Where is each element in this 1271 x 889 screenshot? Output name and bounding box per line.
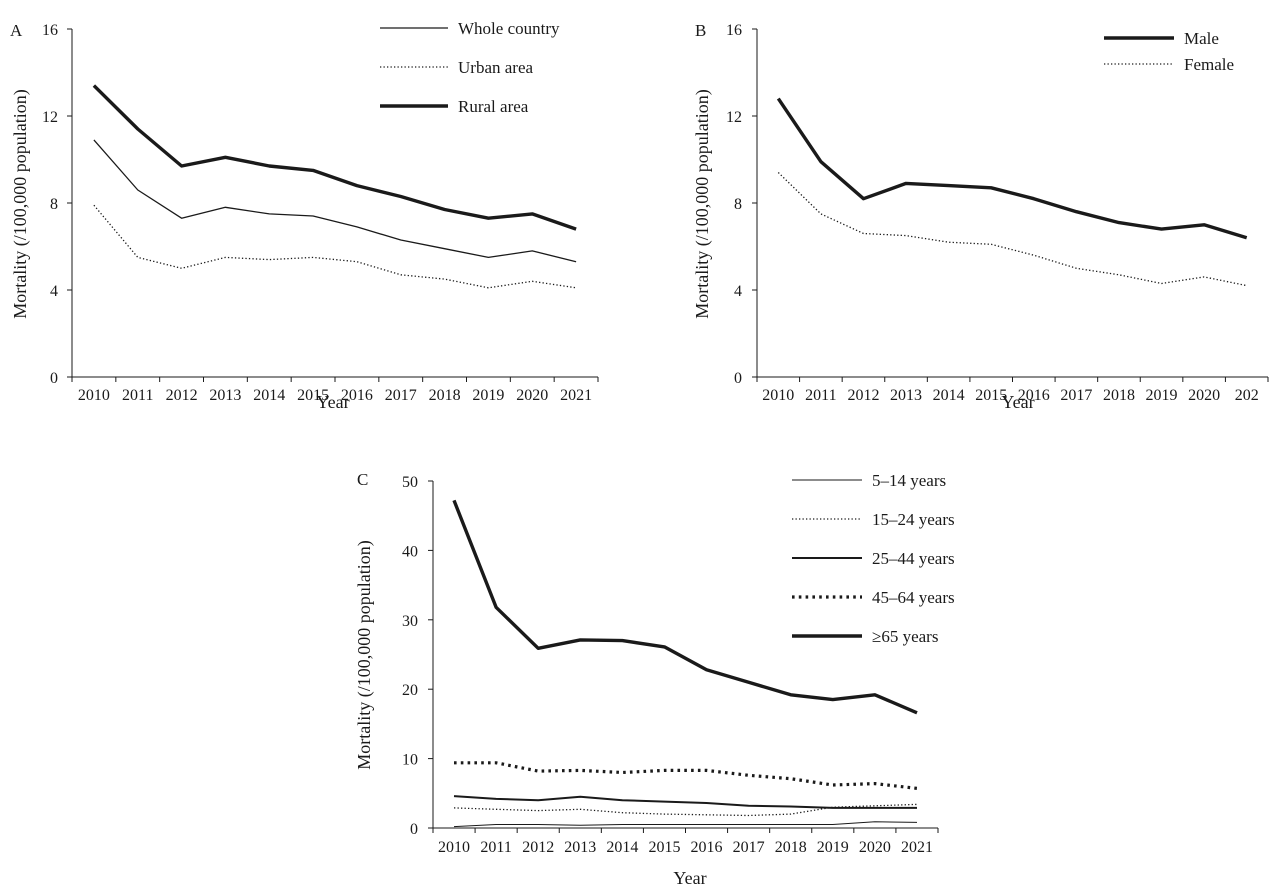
x-tick-label: 2019 (472, 387, 504, 404)
legend-label: Rural area (458, 97, 529, 116)
x-tick-label: 2015 (648, 839, 680, 856)
legend: Male Female (1104, 29, 1234, 74)
x-tick-label: 2011 (122, 387, 153, 404)
series-lines (92, 84, 577, 289)
legend: Whole country Urban area Rural area (380, 19, 560, 116)
x-tick-label: 2016 (341, 387, 373, 404)
panel-b: B Mortality (/100,000 population) Year M… (692, 21, 1269, 412)
series-line-whole-country (93, 139, 577, 263)
legend-label: Female (1184, 55, 1234, 74)
x-tick-label: 2019 (817, 839, 849, 856)
x-tick-label: 2013 (209, 387, 241, 404)
legend-label: 25–44 years (872, 549, 955, 568)
x-axis-title: Year (1001, 392, 1034, 412)
series-line-male (776, 97, 1248, 240)
y-tick-label: 40 (402, 543, 418, 560)
series-line-65-years (452, 499, 918, 715)
y-tick-label: 16 (726, 22, 742, 39)
legend-label: Whole country (458, 19, 560, 38)
axes: 0 4 8 12 16 2010 2011 2012 2013 2014 2015 2016 2017 2… (42, 22, 599, 404)
y-axis-title: Mortality (/100,000 population) (692, 89, 713, 318)
x-tick-label: 2015 (297, 387, 329, 404)
x-tick-label: 2010 (438, 839, 470, 856)
series-line-female (777, 172, 1247, 287)
legend-label: 5–14 years (872, 471, 946, 490)
x-tick-label: 2018 (1103, 387, 1135, 404)
x-tick-label: 2018 (429, 387, 461, 404)
x-tick-label: 2020 (859, 839, 891, 856)
x-tick-label: 2016 (1018, 387, 1050, 404)
x-tick-label: 2020 (516, 387, 548, 404)
panel-a: A Mortality (/100,000 population) Year W… (10, 19, 599, 412)
x-tick-label: 2012 (522, 839, 554, 856)
legend-label: Male (1184, 29, 1219, 48)
axes: 0 4 8 12 16 2010 2011 2012 2013 2014 2015 2016 2017 2… (726, 22, 1269, 404)
x-tick-label: 2011 (480, 839, 511, 856)
y-tick-label: 10 (402, 752, 418, 769)
x-tick-label: 2014 (606, 839, 638, 856)
y-tick-label: 4 (50, 283, 58, 300)
y-tick-label: 16 (42, 22, 58, 39)
x-tick-label: 2021 (901, 839, 933, 856)
y-tick-label: 4 (734, 283, 742, 300)
panel-c: C Mortality (/100,000 population) Year 5… (354, 470, 955, 888)
axes: 0 10 20 30 40 50 2010 2011 2012 2013 2014 2015 2016 2… (402, 474, 939, 856)
x-tick-label: 2015 (975, 387, 1007, 404)
x-axis-title: Year (316, 392, 349, 412)
y-tick-label: 8 (50, 196, 58, 213)
y-axis-title: Mortality (/100,000 population) (10, 89, 31, 318)
x-tick-label: 2012 (847, 387, 879, 404)
x-tick-label: 2012 (166, 387, 198, 404)
x-tick-label: 2018 (775, 839, 807, 856)
y-tick-label: 0 (50, 370, 58, 387)
x-axis-title: Year (673, 868, 706, 888)
panel-letter: A (10, 21, 23, 40)
x-tick-label: 2014 (933, 387, 965, 404)
y-tick-label: 12 (726, 109, 742, 126)
series-lines (776, 97, 1248, 287)
x-tick-label: 2017 (1060, 387, 1092, 404)
x-tick-label: 2017 (733, 839, 765, 856)
x-tick-label: 2014 (253, 387, 285, 404)
series-line-45-64-years (454, 761, 918, 790)
series-line-urban-area (93, 204, 577, 289)
x-tick-label: 2016 (691, 839, 723, 856)
x-tick-label: 2013 (890, 387, 922, 404)
y-axis-title: Mortality (/100,000 population) (354, 540, 375, 769)
y-tick-label: 50 (402, 474, 418, 491)
series-line-5-14-years (453, 821, 918, 828)
x-tick-label: 2010 (78, 387, 110, 404)
x-tick-label: 2011 (805, 387, 836, 404)
x-tick-label: 2010 (762, 387, 794, 404)
y-tick-label: 0 (410, 821, 418, 838)
legend: 5–14 years 15–24 years 25–44 years 45–64… (792, 471, 955, 646)
y-tick-label: 12 (42, 109, 58, 126)
x-tick-label: 2013 (564, 839, 596, 856)
legend-label: 45–64 years (872, 588, 955, 607)
legend-label: Urban area (458, 58, 533, 77)
series-line-25-44-years (453, 795, 917, 809)
legend-label: ≥65 years (872, 627, 938, 646)
x-tick-label: 2021 (560, 387, 592, 404)
series-line-15-24-years (453, 803, 918, 817)
y-tick-label: 20 (402, 682, 418, 699)
y-tick-label: 30 (402, 613, 418, 630)
series-lines (452, 499, 918, 828)
y-tick-label: 0 (734, 370, 742, 387)
x-tick-label: 2020 (1188, 387, 1220, 404)
panel-letter: B (695, 21, 706, 40)
x-tick-label: 2019 (1146, 387, 1178, 404)
x-tick-label: 202 (1235, 387, 1259, 404)
y-tick-label: 8 (734, 196, 742, 213)
series-line-rural-area (92, 84, 577, 231)
legend-label: 15–24 years (872, 510, 955, 529)
x-tick-label: 2017 (385, 387, 417, 404)
panel-letter: C (357, 470, 368, 489)
